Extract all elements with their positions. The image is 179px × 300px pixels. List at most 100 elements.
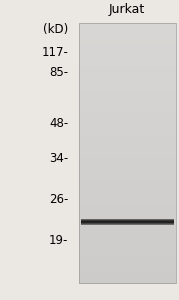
- Bar: [79, 157, 176, 158]
- Bar: [79, 193, 176, 194]
- Bar: [79, 43, 176, 44]
- Bar: [79, 258, 176, 259]
- Bar: [79, 217, 176, 218]
- Bar: [79, 121, 176, 122]
- Bar: [79, 86, 176, 87]
- Bar: [79, 81, 176, 82]
- Bar: [79, 134, 176, 135]
- Bar: [79, 142, 176, 143]
- Bar: [79, 176, 176, 177]
- Bar: [79, 256, 176, 257]
- Bar: [79, 72, 176, 74]
- Bar: [79, 39, 176, 41]
- Bar: [79, 51, 176, 52]
- Bar: [81, 221, 174, 222]
- Bar: [81, 223, 174, 224]
- Bar: [79, 268, 176, 269]
- Bar: [79, 198, 176, 199]
- Bar: [79, 261, 176, 262]
- Bar: [79, 76, 176, 77]
- Bar: [79, 116, 176, 117]
- Bar: [79, 174, 176, 175]
- Bar: [79, 203, 176, 205]
- Bar: [79, 251, 176, 252]
- Bar: [79, 172, 176, 173]
- Bar: [79, 30, 176, 31]
- Text: 48-: 48-: [49, 117, 68, 130]
- Bar: [79, 68, 176, 69]
- Bar: [79, 156, 176, 157]
- Bar: [79, 53, 176, 54]
- Bar: [79, 101, 176, 102]
- Bar: [79, 186, 176, 187]
- Bar: [79, 275, 176, 277]
- Bar: [79, 276, 176, 278]
- Bar: [79, 102, 176, 103]
- Bar: [79, 231, 176, 232]
- Bar: [79, 273, 176, 274]
- Bar: [79, 49, 176, 50]
- Bar: [79, 222, 176, 223]
- Bar: [79, 148, 176, 149]
- Bar: [79, 236, 176, 238]
- Bar: [79, 37, 176, 38]
- Bar: [79, 85, 176, 86]
- Bar: [79, 227, 176, 228]
- Bar: [79, 46, 176, 47]
- Bar: [79, 205, 176, 206]
- Bar: [79, 144, 176, 145]
- Bar: [79, 123, 176, 124]
- Bar: [79, 103, 176, 105]
- Bar: [79, 237, 176, 238]
- Bar: [79, 84, 176, 85]
- Bar: [79, 247, 176, 248]
- Bar: [79, 136, 176, 137]
- Bar: [79, 103, 176, 104]
- Bar: [79, 45, 176, 46]
- Bar: [79, 109, 176, 110]
- Bar: [79, 140, 176, 141]
- Bar: [79, 230, 176, 231]
- Bar: [79, 26, 176, 27]
- Bar: [79, 136, 176, 138]
- Bar: [79, 91, 176, 92]
- Bar: [79, 184, 176, 185]
- Bar: [79, 150, 176, 151]
- Bar: [79, 182, 176, 184]
- Bar: [79, 179, 176, 180]
- Bar: [79, 238, 176, 239]
- Bar: [79, 206, 176, 207]
- Bar: [79, 185, 176, 186]
- Bar: [79, 161, 176, 162]
- Bar: [81, 223, 174, 224]
- Text: 26-: 26-: [49, 193, 68, 206]
- Bar: [79, 190, 176, 191]
- Bar: [79, 213, 176, 214]
- Bar: [79, 248, 176, 249]
- Bar: [79, 44, 176, 45]
- Bar: [79, 189, 176, 190]
- Bar: [79, 38, 176, 40]
- Bar: [79, 235, 176, 236]
- Bar: [79, 42, 176, 43]
- Bar: [79, 199, 176, 200]
- Bar: [79, 169, 176, 171]
- Bar: [79, 197, 176, 199]
- Bar: [79, 57, 176, 58]
- Bar: [79, 85, 176, 86]
- Bar: [79, 83, 176, 84]
- Bar: [79, 233, 176, 234]
- Bar: [79, 272, 176, 273]
- Bar: [79, 194, 176, 195]
- Bar: [79, 257, 176, 258]
- Bar: [79, 77, 176, 79]
- Bar: [79, 82, 176, 83]
- Bar: [79, 32, 176, 34]
- Bar: [79, 215, 176, 217]
- Bar: [79, 149, 176, 150]
- Bar: [81, 222, 174, 223]
- Bar: [79, 176, 176, 178]
- Bar: [79, 69, 176, 70]
- Bar: [79, 215, 176, 216]
- Bar: [79, 204, 176, 206]
